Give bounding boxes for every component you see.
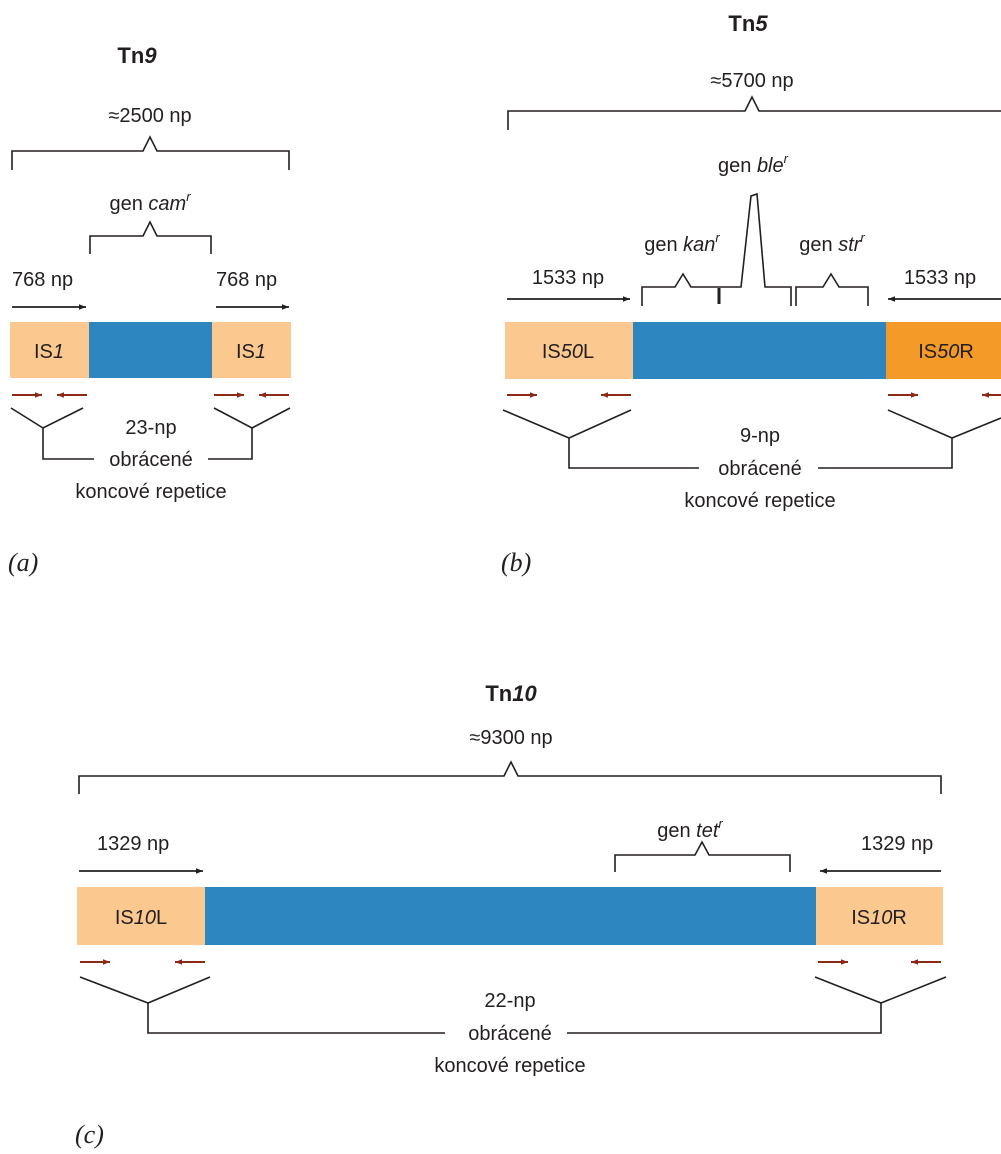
panel-c-total-length: ≈9300 np bbox=[469, 727, 552, 749]
panel-b-left-is-length: 1533 np bbox=[532, 267, 604, 289]
panel-c-repeat-line1: 22-np bbox=[484, 990, 535, 1012]
panel-b-left-repeat-brace bbox=[502, 409, 632, 439]
panel-b-repeat-line1: 9-np bbox=[740, 425, 780, 447]
panel-a-label: (a) bbox=[8, 548, 38, 577]
panel-c-label: (c) bbox=[75, 1120, 104, 1149]
panel-a-right-is-block bbox=[212, 322, 291, 378]
panel-b-gene-kan-label: gen kanr bbox=[644, 230, 720, 256]
panel-a: Tn9 ≈2500 np gen camr 768 np 768 np IS1 … bbox=[8, 43, 291, 577]
panel-a-left-is-label: IS1 bbox=[34, 341, 64, 363]
panel-c-left-is-label: IS10L bbox=[115, 907, 167, 929]
panel-a-left-is-length: 768 np bbox=[12, 269, 73, 291]
panel-b-gene-block bbox=[633, 322, 886, 379]
panel-b-label: (b) bbox=[501, 548, 531, 577]
panel-b: Tn5 ≈5700 np gen bler gen kanr gen strr … bbox=[501, 11, 1001, 577]
panel-c-right-is-block bbox=[816, 887, 943, 945]
panel-c-gene-block bbox=[205, 887, 816, 945]
panel-b-right-is-label: IS50R bbox=[918, 341, 974, 363]
panel-c-right-repeat-brace bbox=[814, 976, 947, 1004]
panel-b-total-bracket bbox=[507, 95, 1001, 130]
panel-b-gene-str-label: gen strr bbox=[799, 230, 865, 256]
panel-c-gene-label: gen tetr bbox=[657, 816, 723, 842]
panel-a-left-repeat-brace bbox=[10, 407, 84, 429]
panel-a-repeat-line1: 23-np bbox=[125, 417, 176, 439]
panel-a-gene-label: gen camr bbox=[109, 189, 191, 215]
panel-b-gene-kan-ble-bracket bbox=[641, 192, 792, 306]
panel-a-repeat-connector bbox=[208, 428, 253, 460]
panel-c-left-is-block bbox=[77, 887, 205, 945]
panel-c-repeat-connector bbox=[567, 1003, 882, 1034]
panel-a-right-is-length: 768 np bbox=[216, 269, 277, 291]
panel-b-gene-ble-label: gen bler bbox=[718, 151, 789, 177]
panel-b-right-is-block bbox=[886, 322, 1001, 379]
panel-b-repeat-line2: obrácené bbox=[718, 458, 801, 480]
panel-a-repeat-line3: koncové repetice bbox=[75, 481, 226, 503]
panel-c-title: Tn10 bbox=[485, 681, 537, 706]
panel-c-left-is-length: 1329 np bbox=[97, 833, 169, 855]
panel-b-title: Tn5 bbox=[728, 11, 768, 36]
panel-a-repeat-connector bbox=[42, 428, 94, 460]
panel-a-gene-block bbox=[89, 322, 212, 378]
panel-a-right-repeat-brace bbox=[213, 407, 291, 429]
panel-a-total-length: ≈2500 np bbox=[108, 105, 191, 127]
panel-a-repeat-line2: obrácené bbox=[109, 449, 192, 471]
panel-a-right-is-label: IS1 bbox=[236, 341, 266, 363]
panel-c-repeat-connector bbox=[147, 1003, 445, 1034]
panel-b-left-is-label: IS50L bbox=[542, 341, 594, 363]
panel-b-gene-str-bracket bbox=[795, 272, 869, 306]
panel-c-left-repeat-brace bbox=[79, 976, 211, 1004]
panel-b-repeat-line3: koncové repetice bbox=[684, 490, 835, 512]
panel-c-total-bracket bbox=[78, 760, 942, 794]
panel-b-repeat-connector bbox=[568, 438, 699, 469]
panel-b-right-is-length: 1533 np bbox=[904, 267, 976, 289]
panel-b-repeat-connector bbox=[818, 438, 953, 469]
panel-b-left-is-block bbox=[505, 322, 633, 379]
panel-c: Tn10 ≈9300 np gen tetr 1329 np 1329 np I… bbox=[75, 681, 947, 1149]
panel-b-total-length: ≈5700 np bbox=[710, 70, 793, 92]
panel-c-gene-bracket bbox=[614, 840, 791, 872]
panel-a-gene-bracket bbox=[89, 220, 212, 254]
panel-c-repeat-line2: obrácené bbox=[468, 1023, 551, 1045]
panel-a-total-bracket bbox=[11, 135, 290, 170]
panel-a-title: Tn9 bbox=[117, 43, 157, 68]
panel-c-right-is-length: 1329 np bbox=[861, 833, 933, 855]
panel-a-left-is-block bbox=[10, 322, 89, 378]
panel-b-right-repeat-brace bbox=[887, 409, 1001, 439]
panel-c-repeat-line3: koncové repetice bbox=[434, 1055, 585, 1077]
panel-c-right-is-label: IS10R bbox=[851, 907, 907, 929]
